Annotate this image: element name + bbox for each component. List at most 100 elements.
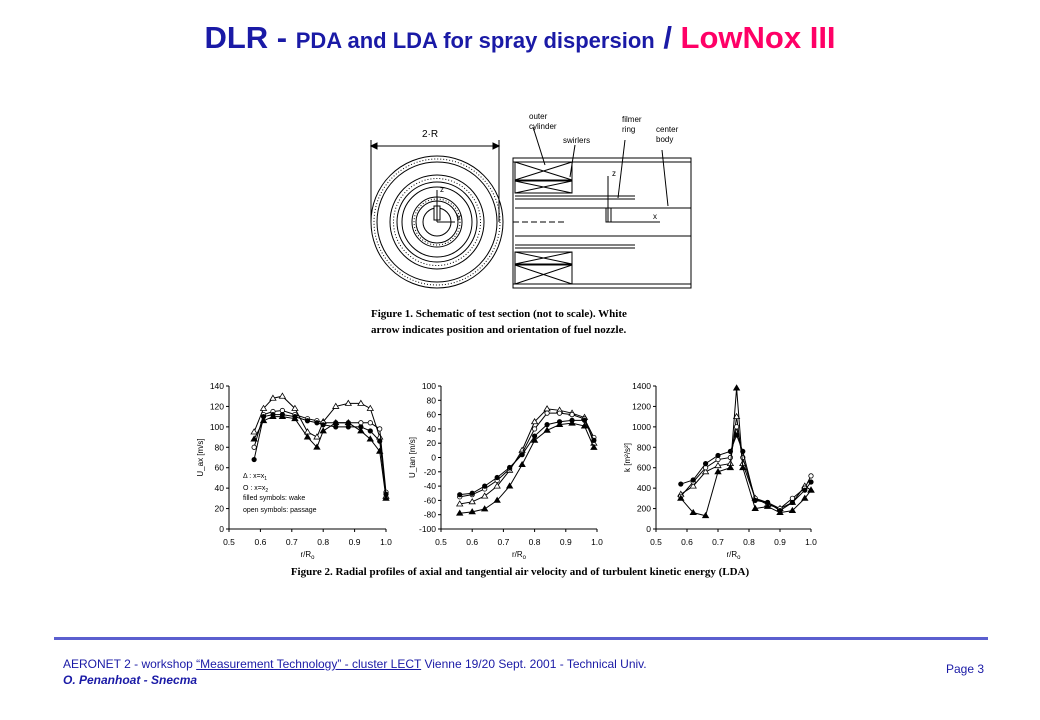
y-tick-label: 1200 [632,401,651,411]
label-filmer-2: ring [622,125,635,134]
x-tick-label: 0.7 [712,537,724,547]
data-point [366,404,375,411]
data-point [763,502,772,509]
swirler-bottom-x4 [514,251,573,265]
label-center-1: center [656,125,679,134]
x-tick-label: 0.7 [286,537,298,547]
data-point [468,498,476,505]
data-point [677,494,685,501]
data-point [344,418,353,426]
data-point [555,420,564,428]
y-tick-label: 140 [210,381,224,391]
title-part-topic: PDA and LDA for spray dispersion [295,28,655,53]
figure1-caption: Figure 1. Schematic of test section (not… [371,306,701,338]
data-point [505,482,514,489]
x-tick-label: 1.0 [805,537,817,547]
leader-center [661,149,669,207]
slide-title: DLR - PDA and LDA for spray dispersion /… [0,20,1040,56]
data-point [269,394,277,401]
x-tick-label: 0.5 [650,537,662,547]
data-point [789,499,796,506]
y-tick-label: 400 [637,483,651,493]
data-point [544,422,550,428]
data-point [569,411,575,418]
data-point [714,468,722,475]
outer-circle [370,155,504,289]
title-part-org: DLR - [204,20,296,55]
x-tick-label: 0.9 [774,537,786,547]
data-point [581,417,588,423]
data-point [457,492,463,498]
series-line [253,414,387,495]
y-tick-label: 100 [210,422,224,432]
x-tick-label: 0.5 [223,537,235,547]
y-tick-label: 40 [427,424,437,434]
data-point [480,492,489,499]
series-line [459,419,595,496]
y-tick-label: -60 [424,495,437,505]
y-tick-label: -40 [424,481,437,491]
footer-venue: Vienne 19/20 Sept. 2001 - Technical Univ… [421,657,647,671]
filmer-hatch [413,198,461,246]
label-x-side: x [653,212,657,221]
data-point [507,464,513,471]
data-point [519,452,525,458]
data-point [319,427,327,434]
data-point [689,482,697,489]
y-tick-label: 200 [637,504,651,514]
data-point [250,435,258,442]
data-point [732,384,741,391]
data-point [543,405,551,412]
legend-line2: O : x=x2 [243,485,268,494]
label-z-side: z [612,169,616,178]
swirler-bottom-x2 [514,264,573,285]
figure2-caption: Figure 2. Radial profiles of axial and t… [290,566,750,578]
series-circle-filled [457,417,597,498]
y-tick-label: 0 [431,453,436,463]
figure1-caption-line2: arrow indicates position and orientation… [371,324,627,336]
data-point [530,436,539,443]
data-point [493,496,501,503]
y-axis-label: U_ax [m/s] [196,438,205,476]
data-point [739,463,747,471]
page-number: Page 3 [946,662,985,676]
data-point [732,412,741,420]
data-point [801,494,809,501]
chart-3: 0 200 400 600 800 1000 1200 1400 0.5 0.6 0.7 0.8 0.9… [623,381,817,561]
x-tick-label: 1.0 [380,537,392,547]
data-point [376,447,384,454]
series-line [253,410,387,493]
data-point [377,438,383,444]
y-axis-label: U_tan [m/s] [408,437,417,478]
data-point [568,419,576,426]
swirler-bottom-box-2 [514,251,573,265]
footer-cluster-link[interactable]: “Measurement Technology” - cluster LECT [196,657,422,671]
data-point [702,461,709,467]
data-point [278,412,287,420]
data-point [590,443,598,450]
data-point [480,505,489,512]
series-circle-open [678,424,814,512]
data-point [304,418,311,424]
swirler-circle-mid [396,181,478,263]
footer-line1: AERONET 2 - workshop “Measurement Techno… [63,656,647,672]
chart-1: 0 20 40 60 80 100 120 140 0.5 0.6 0.7 0.8 0.9 1.0 r/Ro… [196,381,392,561]
x-tick-label: 0.9 [349,537,361,547]
x-axis-label: r/Ro [726,550,741,561]
data-point [357,399,365,406]
data-point [543,426,551,433]
x-tick-label: 0.8 [317,537,329,547]
y-axis-label: k [m²/s²] [623,443,632,472]
series-line [459,422,595,514]
series-circle-filled [678,432,814,514]
data-point [303,433,312,440]
y-tick-label: 40 [215,483,225,493]
y-tick-label: 800 [637,442,651,452]
series-triangle-open [250,392,390,499]
swirler-hatch [393,178,481,266]
data-point [751,504,759,511]
data-point [357,427,365,434]
data-point [314,420,320,426]
data-point [367,420,373,426]
